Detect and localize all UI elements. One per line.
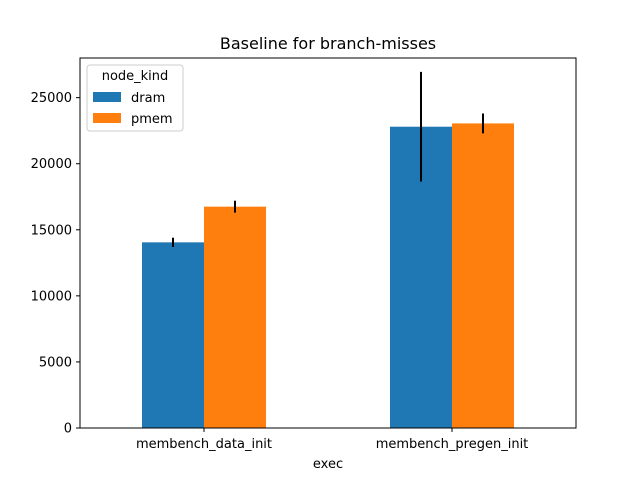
x-tick-label: membench_data_init	[136, 437, 272, 452]
bar-pmem-membench_pregen_init	[452, 123, 514, 429]
chart-title: Baseline for branch-misses	[220, 34, 436, 53]
y-tick-label: 20000	[31, 157, 72, 172]
x-tick-label: membench_pregen_init	[376, 437, 529, 452]
plot-area	[142, 71, 514, 429]
x-axis-label: exec	[313, 457, 343, 472]
legend-label-pmem: pmem	[131, 112, 173, 127]
y-tick-label: 25000	[31, 91, 72, 106]
y-tick-label: 0	[64, 422, 72, 437]
y-tick-label: 5000	[39, 355, 72, 370]
bar-pmem-membench_data_init	[204, 206, 266, 428]
bar-dram-membench_data_init	[142, 242, 204, 428]
axes-frame	[79, 57, 577, 429]
legend-swatch-dram	[93, 92, 121, 102]
y-tick-label: 15000	[31, 223, 72, 238]
legend-title: node_kind	[102, 69, 169, 84]
legend-label-dram: dram	[131, 91, 165, 106]
legend-swatch-pmem	[93, 113, 121, 123]
y-tick-label: 10000	[31, 289, 72, 304]
axes: membench_data_init membench_pregen_init 0 5…	[31, 91, 529, 452]
